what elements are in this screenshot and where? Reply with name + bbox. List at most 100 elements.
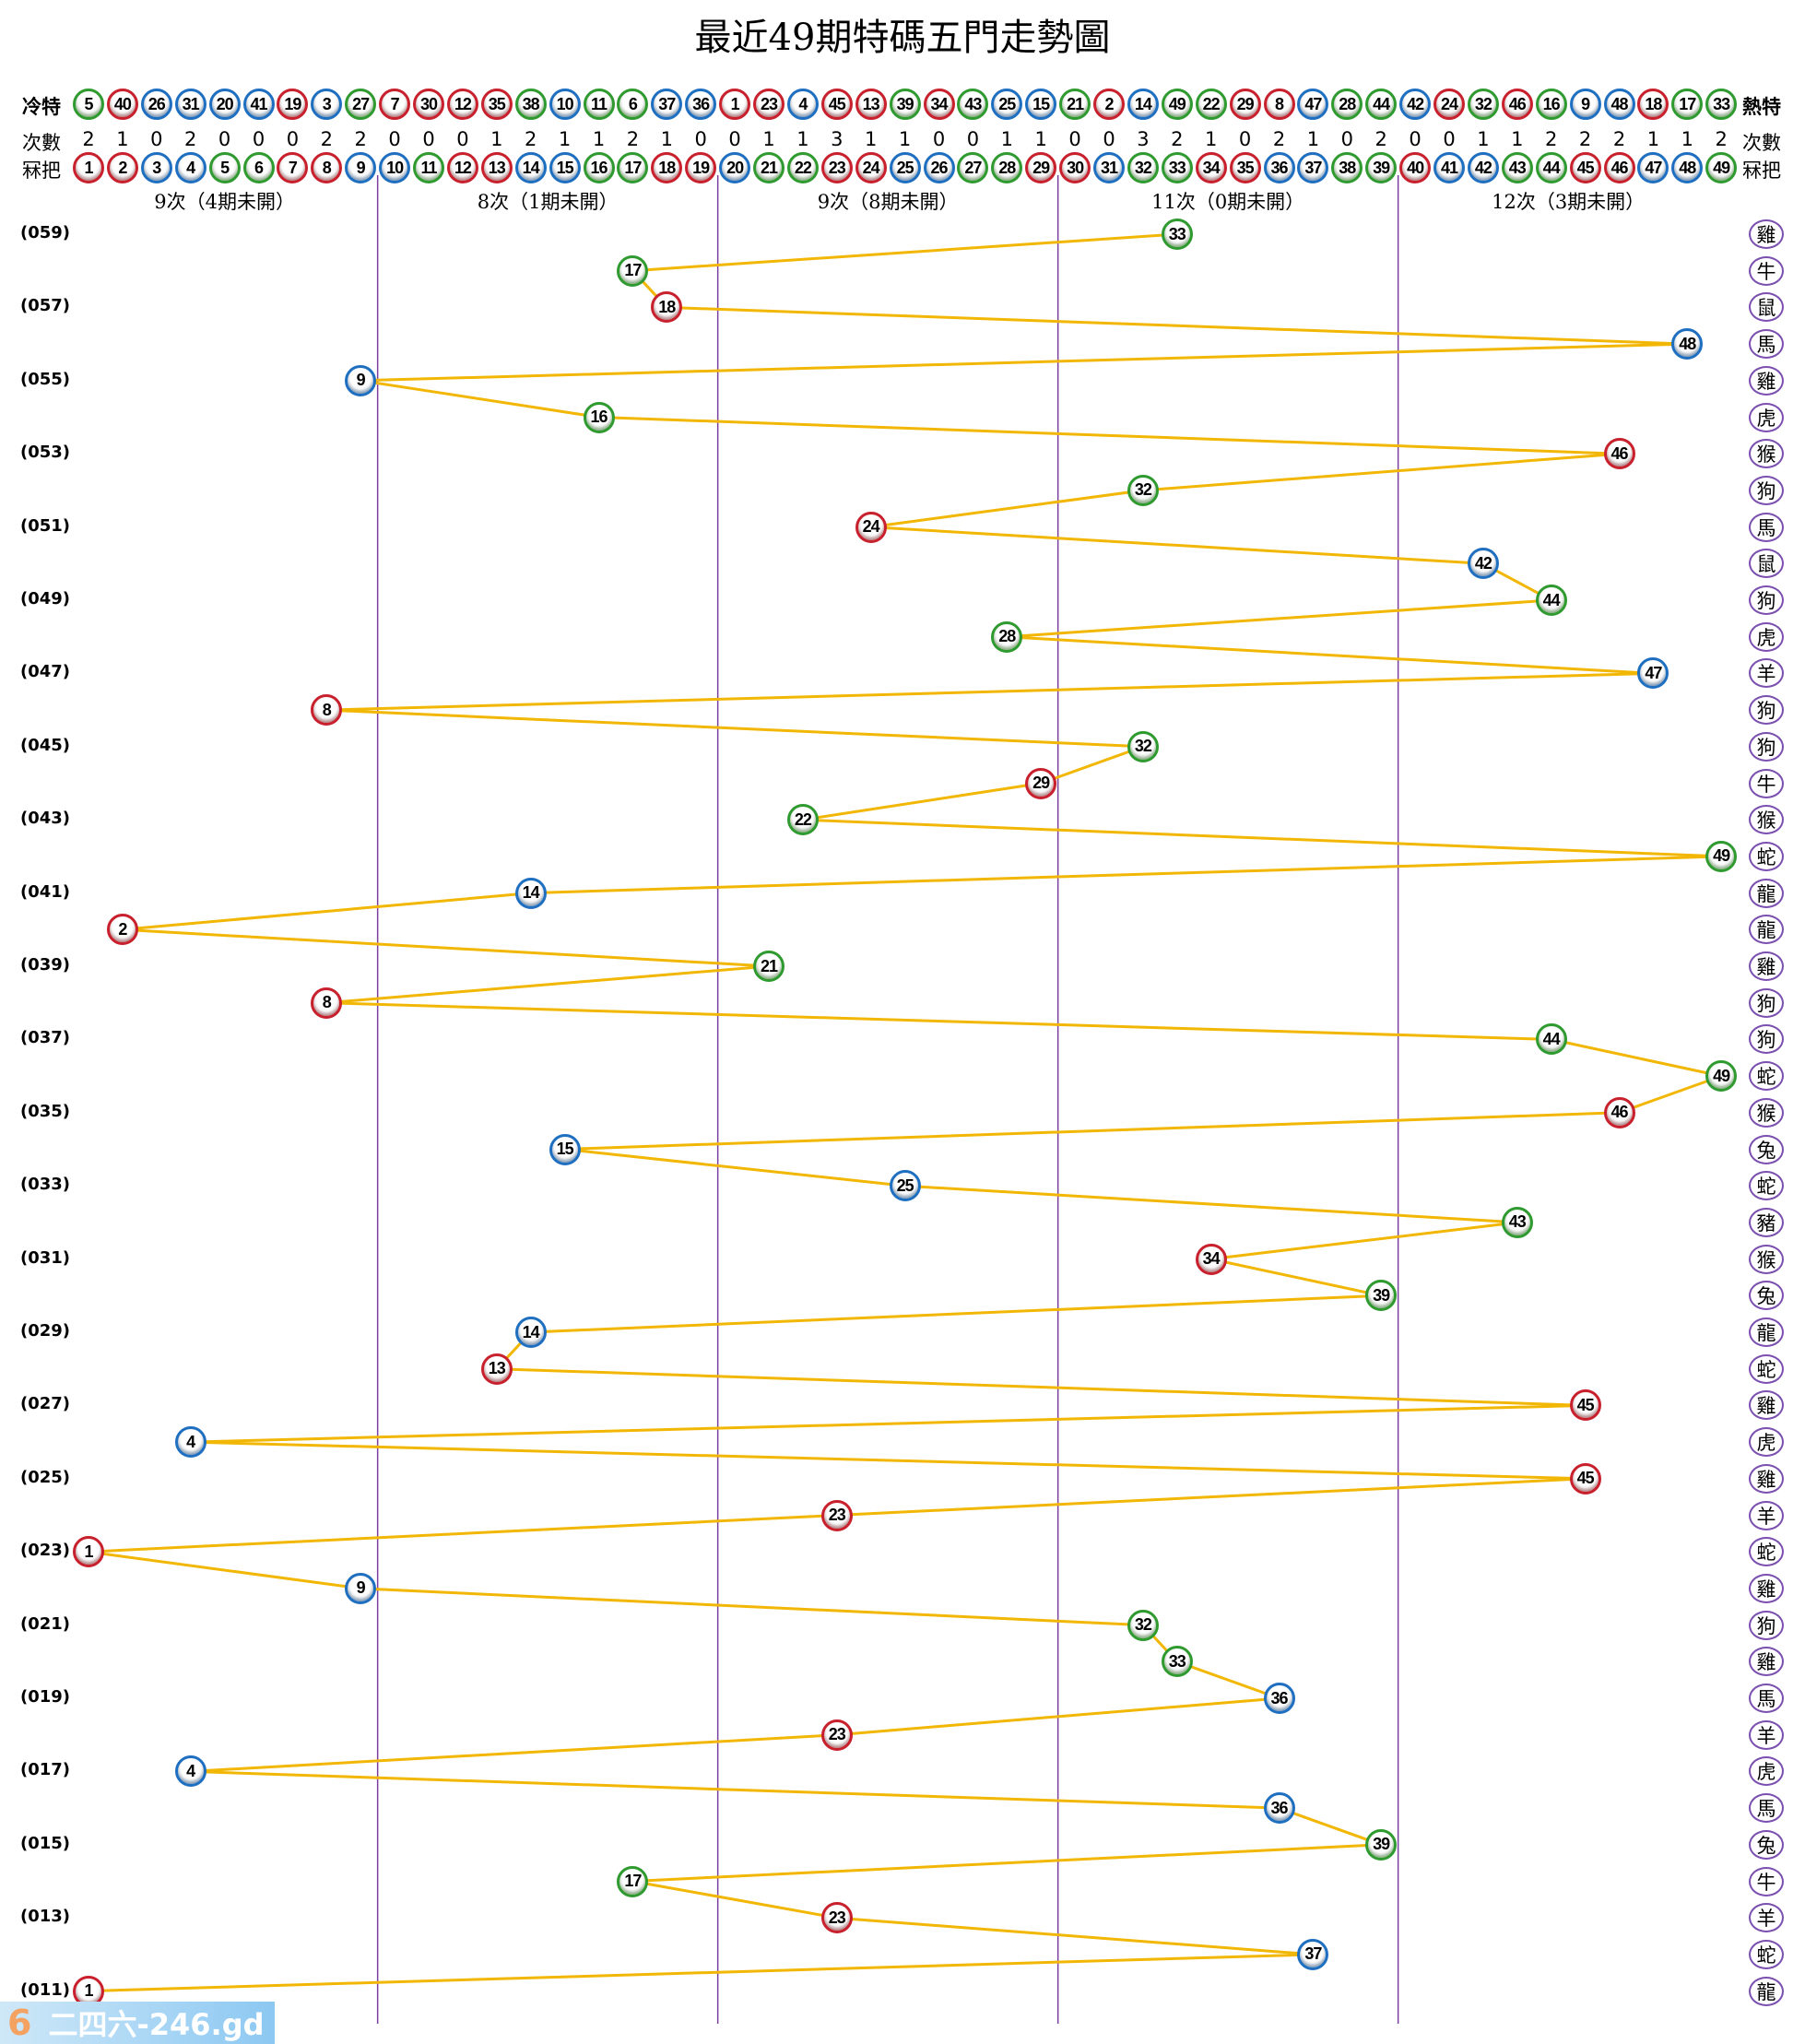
trend-segment <box>802 818 1722 858</box>
trend-segment <box>190 1769 1280 1810</box>
trend-segment <box>496 1367 1586 1407</box>
count-value: 0 <box>694 128 707 150</box>
data-point-ball: 9 <box>345 364 377 396</box>
data-point-ball: 13 <box>480 1353 513 1385</box>
trend-segment <box>1210 1221 1517 1261</box>
number-ball: 10 <box>379 152 411 183</box>
count-value: 0 <box>388 128 401 150</box>
cold-hot-ball: 34 <box>923 89 955 120</box>
number-ball: 44 <box>1535 152 1567 183</box>
trend-segment <box>1210 1258 1382 1297</box>
data-point-ball: 39 <box>1365 1828 1398 1861</box>
cold-hot-ball: 33 <box>1705 89 1738 120</box>
count-value: 2 <box>525 128 537 150</box>
count-value: 0 <box>728 128 741 150</box>
zodiac-badge: 蛇 <box>1749 841 1784 871</box>
trend-segment <box>564 1111 1620 1151</box>
number-ball: 20 <box>719 152 751 183</box>
cold-hot-ball: 40 <box>106 89 138 120</box>
trend-segment <box>530 855 1722 895</box>
count-value: 0 <box>1443 128 1456 150</box>
group-summary: 11次（0期未開） <box>1151 191 1305 213</box>
cold-hot-ball: 16 <box>1535 89 1567 120</box>
cold-hot-ball: 22 <box>1195 89 1227 120</box>
cold-hot-ball: 30 <box>413 89 444 120</box>
count-value: 0 <box>456 128 469 150</box>
cold-hot-ball: 41 <box>242 89 275 120</box>
data-point-ball: 25 <box>889 1170 921 1202</box>
data-point-ball: 9 <box>345 1572 377 1604</box>
cold-hot-ball: 7 <box>379 89 411 120</box>
cold-hot-ball: 12 <box>446 89 478 120</box>
group-summary: 12次（3期未開） <box>1492 191 1646 213</box>
trend-segment <box>598 416 1620 455</box>
period-label: (035) <box>20 1101 71 1121</box>
data-point-ball: 28 <box>991 620 1023 653</box>
number-ball: 30 <box>1059 152 1091 183</box>
zodiac-badge: 龍 <box>1749 878 1784 908</box>
number-ball: 49 <box>1705 152 1738 183</box>
zodiac-badge: 蛇 <box>1749 1537 1784 1567</box>
number-ball: 6 <box>242 152 275 183</box>
zodiac-badge: 龍 <box>1749 1976 1784 2006</box>
period-label: (037) <box>20 1028 71 1048</box>
trend-segment <box>836 1477 1586 1517</box>
trend-segment <box>326 671 1654 712</box>
zodiac-badge: 馬 <box>1749 1793 1784 1824</box>
number-ball: 37 <box>1297 152 1329 183</box>
zodiac-badge: 馬 <box>1749 1684 1784 1713</box>
count-value: 2 <box>1272 128 1286 150</box>
period-label: (013) <box>20 1907 71 1927</box>
trend-segment <box>122 892 531 931</box>
count-value: 0 <box>252 128 265 150</box>
data-point-ball: 23 <box>820 1902 853 1934</box>
number-ball: 4 <box>174 152 206 183</box>
cold-hot-ball: 45 <box>820 89 853 120</box>
zodiac-badge: 龍 <box>1749 1317 1784 1347</box>
cold-hot-ball: 26 <box>140 89 172 120</box>
zodiac-badge: 雞 <box>1749 1463 1784 1494</box>
trend-segment <box>870 526 1483 565</box>
zodiac-badge: 蛇 <box>1749 1061 1784 1092</box>
data-point-ball: 14 <box>514 1317 547 1348</box>
count-value: 2 <box>320 128 333 150</box>
cold-hot-ball: 10 <box>549 89 581 120</box>
count-value: 1 <box>1646 128 1660 150</box>
cold-hot-ball: 9 <box>1569 89 1601 120</box>
zodiac-badge: 狗 <box>1749 475 1784 505</box>
count-value: 1 <box>660 128 673 150</box>
count-value: 0 <box>286 128 300 150</box>
count-value: 1 <box>1205 128 1218 150</box>
data-point-ball: 8 <box>311 987 343 1019</box>
cold-hot-ball: 47 <box>1297 89 1329 120</box>
cold-hot-ball: 18 <box>1637 89 1669 120</box>
number-ball: 17 <box>617 152 649 183</box>
zodiac-badge: 猴 <box>1749 1244 1784 1274</box>
zodiac-badge: 兔 <box>1749 1134 1784 1164</box>
zodiac-badge: 豬 <box>1749 1207 1784 1237</box>
period-label: (053) <box>20 443 71 463</box>
cold-hot-ball: 46 <box>1501 89 1533 120</box>
period-label: (021) <box>20 1613 71 1634</box>
watermark: 6 二四六-246.gd <box>0 2002 275 2044</box>
zodiac-badge: 雞 <box>1749 365 1784 396</box>
count-value: 2 <box>1171 128 1184 150</box>
number-ball: 11 <box>413 152 444 183</box>
zodiac-badge: 虎 <box>1749 1756 1784 1787</box>
period-label: (011) <box>20 1979 71 2000</box>
cold-hot-ball: 38 <box>514 89 547 120</box>
data-point-ball: 23 <box>820 1499 853 1531</box>
data-point-ball: 29 <box>1025 767 1057 799</box>
data-point-ball: 18 <box>651 291 683 324</box>
count-value: 1 <box>898 128 912 150</box>
count-value: 0 <box>1068 128 1081 150</box>
data-point-ball: 44 <box>1535 1023 1567 1056</box>
trend-segment <box>564 1148 905 1187</box>
count-value: 1 <box>762 128 775 150</box>
cold-hot-ball: 17 <box>1671 89 1704 120</box>
data-point-ball: 36 <box>1263 1683 1295 1714</box>
number-ball: 34 <box>1195 152 1227 183</box>
zodiac-badge: 鼠 <box>1749 292 1784 323</box>
data-point-ball: 32 <box>1127 1609 1159 1641</box>
cold-hot-ball: 28 <box>1331 89 1363 120</box>
